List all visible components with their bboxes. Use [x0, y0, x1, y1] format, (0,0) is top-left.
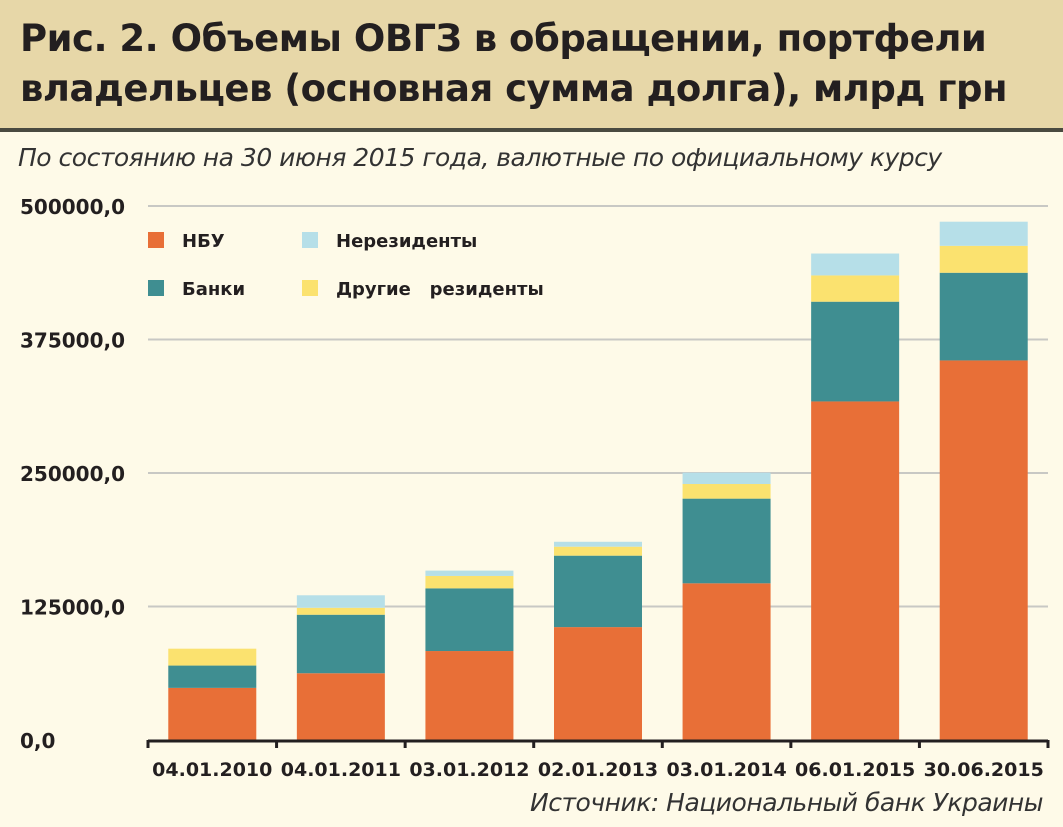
bar-segment: [811, 253, 900, 276]
bar-segment: [296, 595, 385, 608]
bar-segment: [425, 575, 514, 589]
bar-segment: [554, 627, 642, 740]
x-tick-label: 06.01.2015: [795, 759, 915, 781]
bar-segment: [939, 245, 1028, 273]
bar-segment: [554, 541, 642, 547]
chart-subtitle: По состоянию на 30 июня 2015 года, валют…: [18, 143, 942, 172]
bar-segment: [168, 687, 257, 740]
x-tick-label: 03.01.2012: [409, 759, 529, 781]
bar-segment: [811, 301, 900, 402]
title-line-2: владельцев (основная сумма долга), млрд …: [20, 67, 1008, 110]
y-tick-label: 125000,0: [20, 596, 125, 620]
bar-segment: [296, 673, 385, 740]
legend-swatch: [148, 280, 164, 296]
x-tick-label: 04.01.2011: [281, 759, 401, 781]
bar-segment: [939, 221, 1028, 246]
x-tick-label: 03.01.2014: [666, 759, 786, 781]
x-tick-label: 30.06.2015: [924, 759, 1044, 781]
source-note: Источник: Национальный банк Украины: [530, 788, 1043, 817]
x-tick-label: 02.01.2013: [538, 759, 658, 781]
legend-swatch: [302, 232, 318, 248]
title-band: Рис. 2. Объемы ОВГЗ в обращении, портфел…: [0, 0, 1063, 132]
y-tick-label: 500000,0: [20, 195, 125, 219]
bar-segment: [682, 472, 771, 485]
bar-segment: [554, 555, 642, 628]
bar-segment: [296, 614, 385, 674]
bar-segment: [425, 651, 514, 740]
legend-swatch: [148, 232, 164, 248]
x-tick-label: 04.01.2010: [152, 759, 272, 781]
bar-segment: [811, 401, 900, 740]
legend-label: Другие резиденты: [336, 279, 544, 300]
legend-swatch: [302, 280, 318, 296]
title-line-1: Рис. 2. Объемы ОВГЗ в обращении, портфел…: [20, 17, 987, 60]
bar-segment: [168, 665, 257, 688]
legend-label: НБУ: [182, 231, 225, 252]
bar-segment: [554, 546, 642, 556]
bar-segment: [425, 588, 514, 652]
bar-segment: [939, 272, 1028, 361]
legend-label: Нерезиденты: [336, 231, 477, 252]
bar-segment: [939, 360, 1028, 740]
bar-segment: [296, 607, 385, 615]
bar-segment: [811, 275, 900, 302]
bar-segment: [425, 570, 514, 576]
bar-segment: [168, 648, 257, 666]
legend-label: Банки: [182, 279, 245, 300]
chart-title: Рис. 2. Объемы ОВГЗ в обращении, портфел…: [20, 14, 1008, 114]
y-tick-label: 375000,0: [20, 329, 125, 353]
bar-segment: [682, 484, 771, 499]
bar-segment: [682, 583, 771, 740]
y-tick-label: 0,0: [20, 729, 55, 753]
y-tick-label: 250000,0: [20, 462, 125, 486]
bar-segment: [682, 498, 771, 584]
